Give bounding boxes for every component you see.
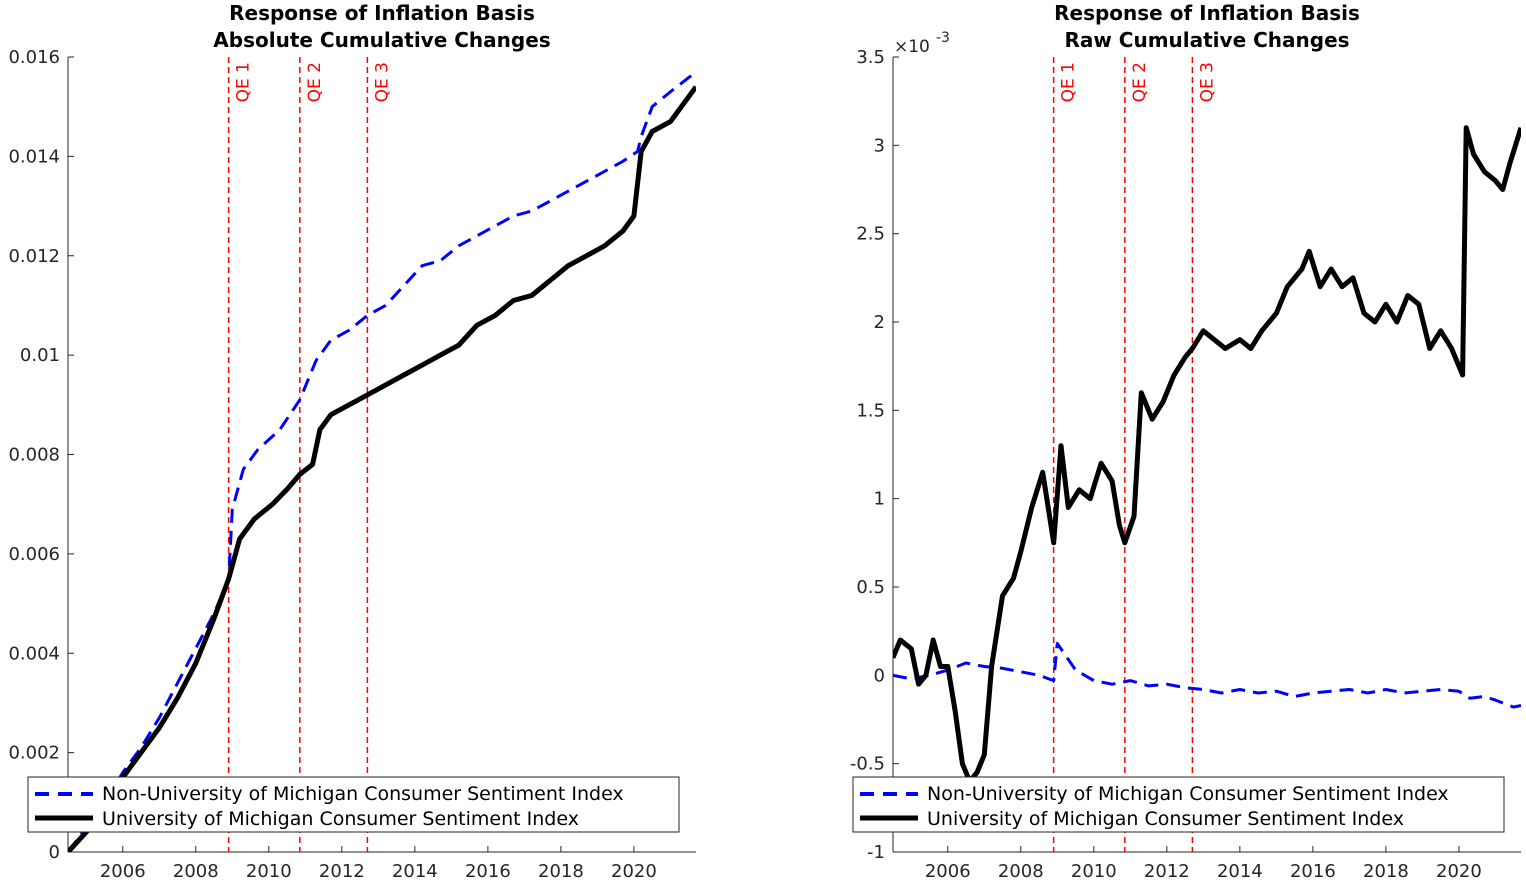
right-legend-label-umich: University of Michigan Consumer Sentimen… (927, 808, 1404, 830)
left-x-tick-label: 2016 (465, 861, 511, 882)
left-qe-label: QE 1 (234, 62, 254, 102)
left-x-tick-label: 2008 (173, 861, 219, 882)
right-y-tick-label: 1 (874, 489, 885, 510)
left-y-tick-label: 0.002 (8, 743, 60, 764)
right-y-tick-label: 0.5 (856, 577, 885, 598)
left-x-tick-label: 2012 (319, 861, 365, 882)
left-plot-area: 0 0.002 0.004 0.006 0.008 0.01 0.012 0.014 0.016… (8, 47, 696, 882)
right-legend-label-non-umich: Non-University of Michigan Consumer Sent… (927, 783, 1449, 805)
left-y-tick-label: 0.01 (20, 345, 60, 366)
left-x-tick-label: 2020 (611, 861, 657, 882)
right-y-tick-label: 0 (874, 665, 885, 686)
right-x-tick-label: 2018 (1363, 861, 1409, 882)
right-plot-area: -1 -0.5 0 0.5 1 1.5 2 2.5 3 3.5 2006 2008 2010 2012 20… (850, 47, 1521, 882)
right-legend: Non-University of Michigan Consumer Sent… (852, 776, 1505, 833)
right-x-tick-label: 2010 (1071, 861, 1117, 882)
right-qe-label: QE 2 (1130, 62, 1150, 102)
right-chart-title-line2: Raw Cumulative Changes (1064, 28, 1349, 52)
right-y-tick-label: 2 (874, 312, 885, 333)
left-y-tick-label: 0.008 (8, 445, 60, 466)
left-y-tick-label: 0.004 (8, 643, 60, 664)
right-y-exponent-power: -3 (936, 30, 950, 46)
left-series-umich-line (68, 85, 696, 852)
left-y-tick-label: 0.014 (8, 146, 60, 167)
left-x-tick-label: 2010 (246, 861, 292, 882)
left-y-tick-label: 0 (49, 842, 60, 863)
right-y-tick-label: 3.5 (856, 47, 885, 68)
right-y-tick-label: 3 (874, 135, 885, 156)
right-x-tick-label: 2020 (1436, 861, 1482, 882)
right-chart-title-line1: Response of Inflation Basis (1054, 1, 1360, 25)
right-y-tick-label: 2.5 (856, 224, 885, 245)
right-y-exponent: ×10 -3 (894, 30, 950, 57)
right-chart: Response of Inflation Basis Raw Cumulati… (850, 1, 1521, 882)
left-qe-label: QE 2 (305, 62, 325, 102)
right-x-tick-label: 2008 (998, 861, 1044, 882)
right-legend-box (852, 776, 1505, 833)
left-y-tick-label: 0.006 (8, 544, 60, 565)
left-qe-label: QE 3 (372, 62, 392, 102)
right-y-tick-label: -1 (867, 842, 885, 863)
right-x-tick-label: 2014 (1217, 861, 1263, 882)
right-qe-label: QE 3 (1197, 62, 1217, 102)
left-y-tick-label: 0.016 (8, 47, 60, 68)
left-legend-label-non-umich: Non-University of Michigan Consumer Sent… (102, 783, 624, 805)
left-legend-label-umich: University of Michigan Consumer Sentimen… (102, 808, 579, 830)
left-chart-title-line1: Response of Inflation Basis (229, 1, 535, 25)
right-series-non-umich-line (893, 642, 1521, 709)
right-qe-label: QE 1 (1059, 62, 1079, 102)
right-series-umich-line (893, 125, 1521, 784)
left-legend: Non-University of Michigan Consumer Sent… (27, 776, 680, 833)
right-x-tick-label: 2012 (1144, 861, 1190, 882)
left-legend-box (27, 776, 680, 833)
left-x-tick-label: 2018 (538, 861, 584, 882)
right-y-tick-label: 1.5 (856, 400, 885, 421)
right-y-tick-label: -0.5 (850, 754, 885, 775)
left-series-non-umich-line (68, 70, 696, 852)
left-x-tick-label: 2006 (100, 861, 146, 882)
right-x-tick-label: 2006 (925, 861, 971, 882)
left-chart: Response of Inflation Basis Absolute Cum… (8, 1, 696, 882)
left-y-tick-label: 0.012 (8, 246, 60, 267)
right-y-exponent-base: ×10 (894, 37, 930, 57)
left-x-tick-label: 2014 (392, 861, 438, 882)
right-x-tick-label: 2016 (1290, 861, 1336, 882)
left-chart-title-line2: Absolute Cumulative Changes (213, 28, 550, 52)
